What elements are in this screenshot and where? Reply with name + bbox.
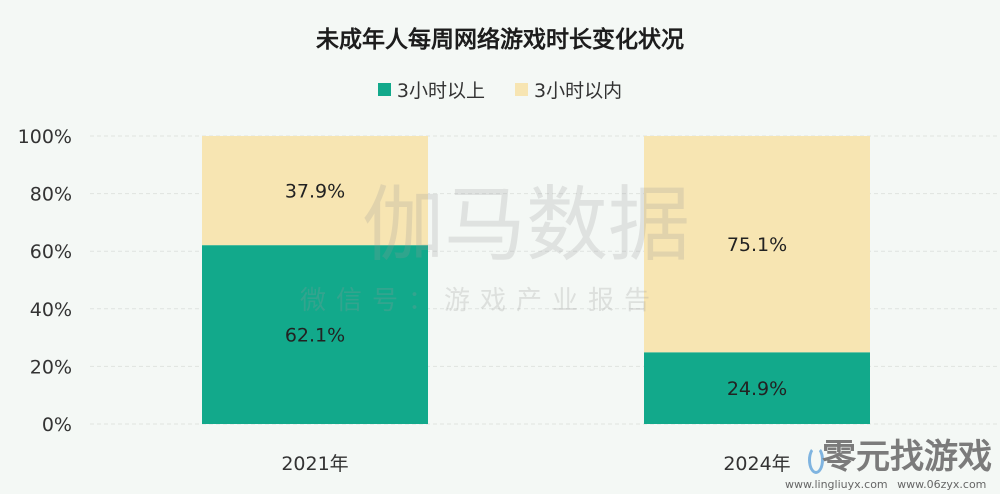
y-tick-label: 0% <box>42 414 72 436</box>
legend-item-within-3h: 3小时以内 <box>515 76 622 103</box>
data-label: 24.9% <box>727 378 787 400</box>
site-logo-icon <box>808 446 824 474</box>
bar-2021年-3小时以上 <box>202 245 428 424</box>
legend-item-over-3h: 3小时以上 <box>377 76 485 103</box>
bar-2024年-3小时以内 <box>644 136 870 353</box>
y-tick-label: 80% <box>30 184 72 206</box>
data-label: 37.9% <box>285 181 345 203</box>
legend-label: 3小时以上 <box>396 80 485 102</box>
legend-label: 3小时以内 <box>534 80 623 102</box>
y-tick-label: 60% <box>30 241 72 263</box>
x-tick-label: 2024年 <box>723 453 790 475</box>
y-tick-label: 40% <box>30 299 72 321</box>
watermark-brand: 伽马数据 <box>362 178 691 273</box>
legend-swatch <box>377 83 391 96</box>
chart-title: 未成年人每周网络游戏时长变化状况 <box>316 27 684 53</box>
y-tick-label: 20% <box>30 356 72 378</box>
watermark-site-logo: 零元找游戏 <box>822 437 992 477</box>
bar-2021年-3小时以内 <box>202 136 428 246</box>
watermark-wechat: 微信号：游戏产业报告 <box>300 286 661 316</box>
watermark-site-urls: www.lingliuyx.com www.06zyx.com <box>785 478 987 491</box>
y-tick-label: 100% <box>18 126 72 148</box>
data-label: 75.1% <box>727 234 787 256</box>
x-tick-label: 2021年 <box>281 453 348 475</box>
legend: 3小时以上 3小时以内 <box>0 76 1000 103</box>
legend-swatch <box>515 83 528 96</box>
bar-2024年-3小时以上 <box>644 352 870 424</box>
data-label: 62.1% <box>285 325 345 347</box>
